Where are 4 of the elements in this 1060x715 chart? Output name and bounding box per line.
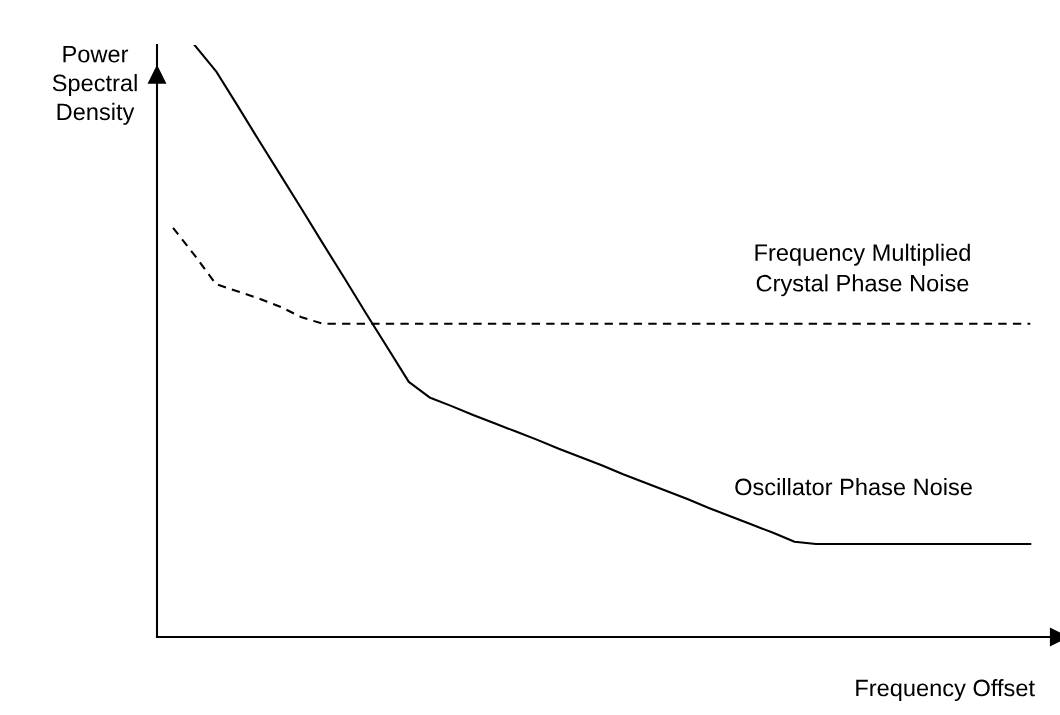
series-label: Oscillator Phase Noise (735, 477, 972, 496)
y-axis-title: Power Spectral Density (52, 46, 137, 125)
series-label: Frequency Multiplied Crystal Phase Noise (755, 243, 970, 297)
x-axis-title: Frequency Offset (856, 679, 1035, 702)
